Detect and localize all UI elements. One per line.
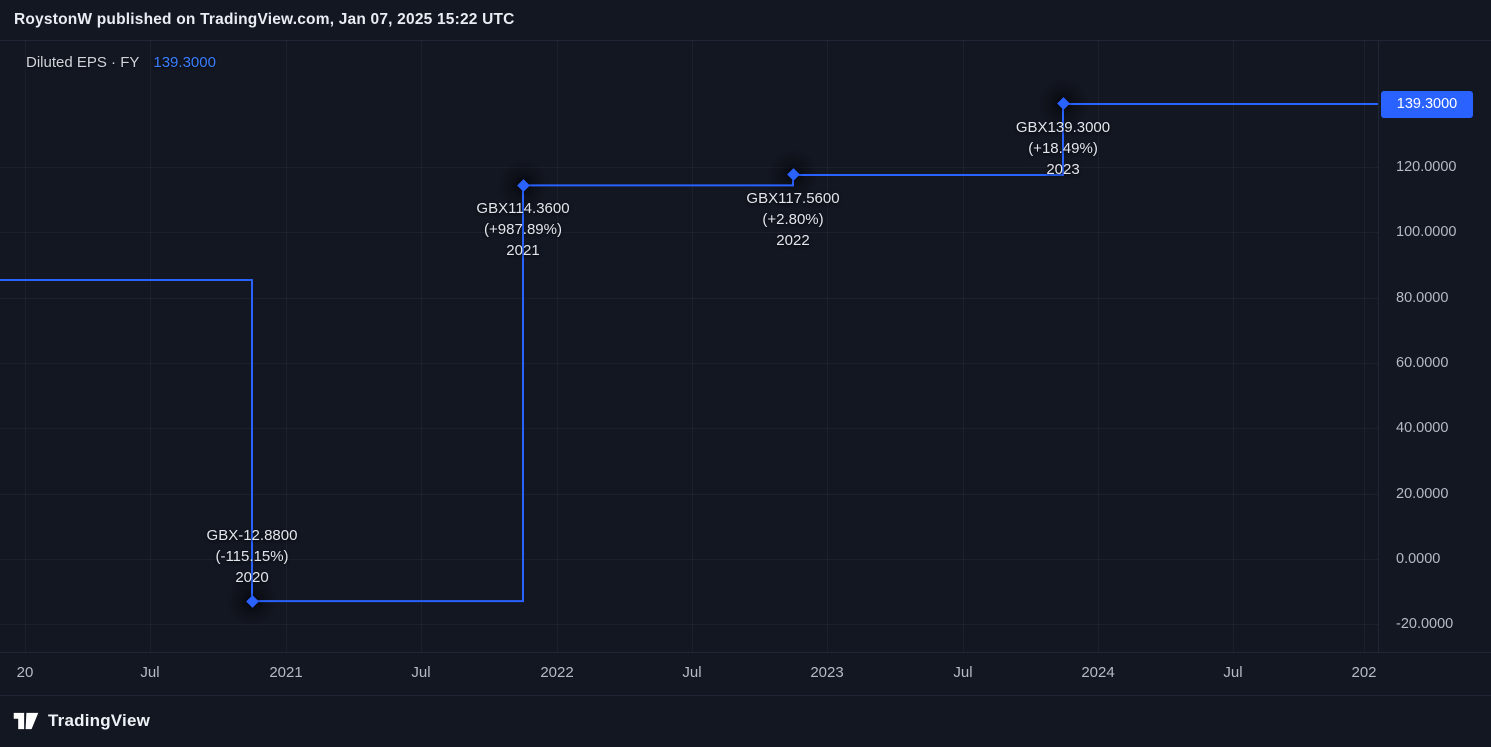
point-label-change: (+2.80%) <box>762 210 824 228</box>
pane-border-top <box>0 40 1491 41</box>
gridline-vertical <box>827 40 828 652</box>
price-axis: 139.3000 120.0000 100.0000 80.0000 60.0000 4… <box>1378 40 1491 652</box>
gridline-horizontal <box>0 167 1378 168</box>
chart-pane: GBX-12.8800 (-115.15%) 2020 GBX114.3600 (+98… <box>0 40 1378 652</box>
gridline-vertical <box>1364 40 1365 652</box>
y-axis-tick-label: 80.0000 <box>1396 289 1449 306</box>
y-axis-tick-label: 100.0000 <box>1396 224 1457 241</box>
series-legend-title: Diluted EPS · FY <box>26 54 140 71</box>
gridline-vertical <box>1233 40 1234 652</box>
data-point-label-2023: GBX139.3000 (+18.49%) 2023 <box>1016 117 1110 180</box>
footer: TradingView <box>0 695 1491 747</box>
x-axis-tick-label: 2022 <box>540 664 574 681</box>
x-axis-tick-label: Jul <box>682 664 702 681</box>
gridline-vertical <box>421 40 422 652</box>
point-label-value: GBX117.5600 <box>746 189 840 207</box>
point-label-value: GBX139.3000 <box>1015 118 1111 136</box>
series-legend: Diluted EPS · FY 139.3000 <box>26 54 216 71</box>
point-label-change: (+18.49%) <box>1028 139 1098 157</box>
x-axis-tick-label: 2021 <box>269 664 303 681</box>
x-axis-tick-label: 2023 <box>810 664 844 681</box>
gridline-vertical <box>1098 40 1099 652</box>
attribution-header: RoystonW published on TradingView.com, J… <box>0 0 1491 40</box>
last-price-badge: 139.3000 <box>1381 90 1473 118</box>
point-label-year: 2021 <box>506 242 540 260</box>
gridline-vertical <box>557 40 558 652</box>
y-axis-tick-label: 20.0000 <box>1396 485 1449 502</box>
x-axis-tick-label: 2024 <box>1081 664 1115 681</box>
gridline-horizontal <box>0 559 1378 560</box>
attribution-text: RoystonW published on TradingView.com, J… <box>14 11 515 28</box>
y-axis-tick-label: 120.0000 <box>1396 159 1457 175</box>
gridline-horizontal <box>0 297 1378 299</box>
point-label-year: 2020 <box>235 569 269 587</box>
gridline-vertical <box>286 40 287 652</box>
gridline-horizontal <box>0 363 1378 364</box>
tradingview-brand[interactable]: TradingView <box>48 711 151 730</box>
x-axis-tick-label: 20 <box>16 664 34 681</box>
pane-border-bottom <box>0 652 1491 653</box>
x-axis-tick-label: 202 <box>1351 664 1377 681</box>
x-axis-tick-label: Jul <box>411 664 431 681</box>
footer-separator <box>0 695 1491 696</box>
y-axis-tick-label: 60.0000 <box>1396 355 1449 371</box>
x-axis-tick-label: Jul <box>1223 664 1243 681</box>
point-label-year: 2023 <box>1046 160 1080 178</box>
time-axis: 20 Jul 2021 Jul 2022 Jul 2023 Jul 2024 Jul 202 <box>0 652 1378 695</box>
data-point-label-2020: GBX-12.8800 (-115.15%) 2020 <box>207 525 298 588</box>
point-label-value: GBX-12.8800 <box>206 527 298 545</box>
gridline-vertical <box>692 40 693 652</box>
y-axis-tick-label: 0.0000 <box>1396 551 1441 567</box>
gridline-vertical <box>25 40 26 652</box>
pane-border-axis <box>1378 40 1379 652</box>
series-legend-value: 139.3000 <box>153 54 216 71</box>
data-point-label-2021: GBX114.3600 (+987.89%) 2021 <box>476 198 569 261</box>
gridline-horizontal <box>0 232 1378 234</box>
gridline-vertical <box>150 40 151 652</box>
x-axis-tick-label: Jul <box>140 664 160 681</box>
point-label-value: GBX114.3600 <box>476 200 570 218</box>
point-label-change: (-115.15%) <box>215 548 289 566</box>
gridline-horizontal <box>0 493 1378 495</box>
x-axis-tick-label: Jul <box>953 664 973 681</box>
gridline-vertical <box>963 40 964 652</box>
point-label-change: (+987.89%) <box>484 221 562 239</box>
gridline-horizontal <box>0 428 1378 430</box>
eps-step-line <box>0 103 1378 603</box>
y-axis-tick-label: -20.0000 <box>1396 616 1454 633</box>
gridline-horizontal <box>0 624 1378 626</box>
point-label-year: 2022 <box>776 231 810 249</box>
y-axis-tick-label: 40.0000 <box>1396 420 1449 437</box>
data-point-label-2022: GBX117.5600 (+2.80%) 2022 <box>746 188 839 251</box>
tradingview-logo-icon[interactable] <box>13 711 39 731</box>
